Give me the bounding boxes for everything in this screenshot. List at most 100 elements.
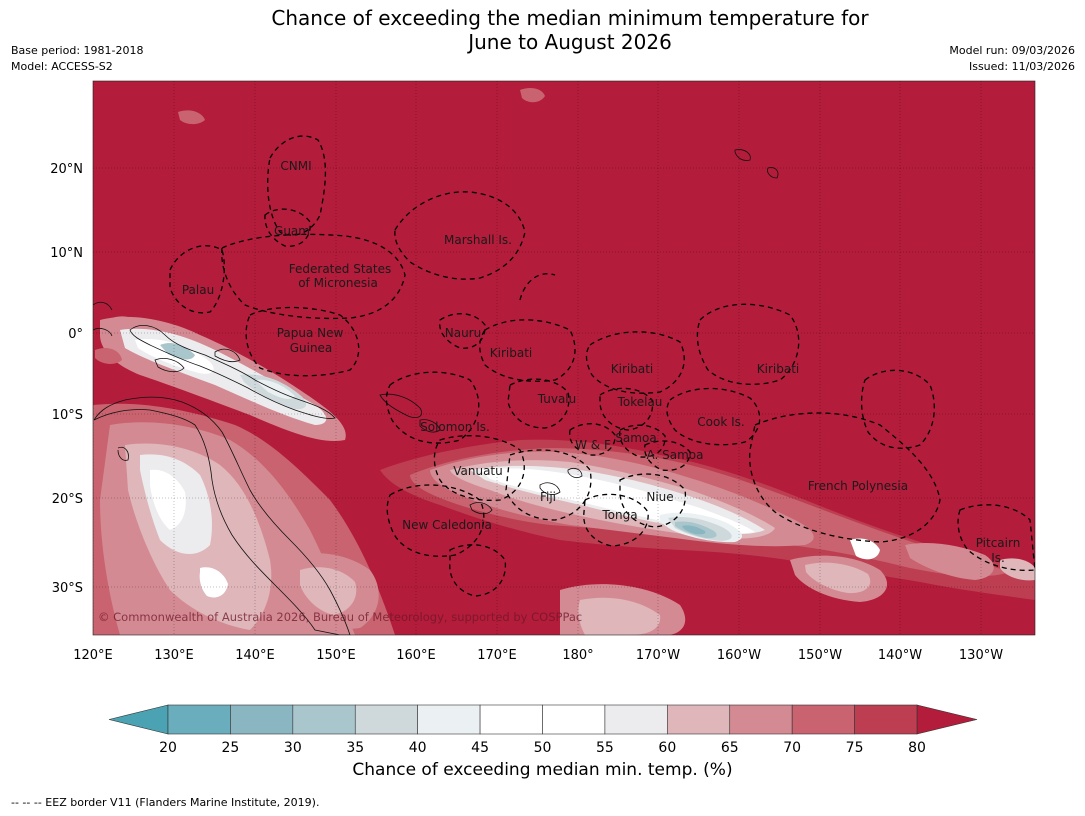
colorbar-segment — [479, 704, 543, 735]
coastlines — [93, 149, 779, 635]
region-label: Guam — [274, 224, 310, 238]
region-label: Is. — [991, 551, 1005, 565]
region-label: Vanuatu — [453, 464, 503, 478]
title-line-1: Chance of exceeding the median minimum t… — [271, 6, 869, 30]
region-label: Kiribati — [490, 346, 532, 360]
coastline — [419, 419, 441, 433]
region-label: Fiji — [540, 490, 556, 504]
colorbar-tick-label: 35 — [346, 740, 364, 756]
lon-tick-label: 130°W — [959, 648, 1003, 663]
lon-tick-label: 160°W — [717, 648, 761, 663]
coastline — [117, 446, 129, 461]
eez-border — [245, 306, 360, 377]
region-label: Tonga — [601, 508, 637, 522]
lat-tick-label: 20°S — [52, 492, 83, 507]
contour-region — [112, 316, 138, 328]
lon-tick-label: 120°E — [73, 648, 113, 663]
graticule — [93, 81, 1035, 635]
region-label: Kiribati — [757, 362, 799, 376]
probability-contours — [93, 88, 1035, 635]
colorbar-under-arrow — [108, 704, 169, 735]
eez-border — [585, 331, 685, 394]
lon-tick-label: 150°W — [798, 648, 842, 663]
region-label: Solomon Is. — [420, 420, 490, 434]
issued-date: Issued: 11/03/2026 — [968, 60, 1075, 73]
contour-region — [578, 597, 661, 635]
lon-tick-label: 140°W — [878, 648, 922, 663]
lat-tick-label: 10°S — [52, 408, 83, 423]
colorbar: 20 25 30 35 40 45 50 55 60 65 70 75 80 — [108, 704, 978, 756]
contour-region — [850, 538, 880, 560]
contour-region — [160, 343, 195, 360]
colorbar-segment — [667, 704, 731, 735]
colorbar-tick-label: 45 — [471, 740, 489, 756]
lon-tick-label: 160°E — [396, 648, 436, 663]
colorbar-segment — [354, 704, 418, 735]
copyright-notice: © Commonwealth of Australia 2026, Bureau… — [98, 610, 582, 624]
colorbar-tick-label: 55 — [596, 740, 614, 756]
eez-border — [644, 440, 691, 471]
colorbar-over-arrow — [916, 704, 978, 735]
contour-region — [805, 562, 871, 594]
colorbar-tick-label: 65 — [721, 740, 739, 756]
region-label: of Micronesia — [298, 276, 378, 290]
region-label: A. Samoa — [647, 448, 704, 462]
model-run: Model run: 09/03/2026 — [949, 44, 1075, 57]
colorbar-tick-label: 80 — [908, 740, 926, 756]
lon-tick-label: 140°E — [235, 648, 275, 663]
colorbar-tick-label: 75 — [846, 740, 864, 756]
coastline — [734, 149, 751, 161]
eez-border — [385, 371, 480, 444]
contour-region — [520, 88, 545, 103]
colorbar-segment — [854, 704, 918, 735]
eez-border — [619, 424, 666, 458]
region-label: Pitcairn — [976, 536, 1021, 550]
region-label: Federated States — [289, 262, 391, 276]
lat-tick-label: 0° — [68, 327, 83, 342]
eez-border — [957, 504, 1035, 571]
meta-left: Base period: 1981-2018 Model: ACCESS-S2 — [11, 43, 143, 75]
region-label: Tuvalu — [537, 392, 577, 406]
eez-legend-note: -- -- -- EEZ border V11 (Flanders Marine… — [11, 796, 320, 809]
coastline — [214, 348, 241, 363]
meta-right: Model run: 09/03/2026 Issued: 11/03/2026 — [949, 43, 1075, 75]
coastline — [567, 468, 583, 479]
region-label: Niue — [646, 490, 673, 504]
region-label: Guinea — [290, 341, 333, 355]
eez-border — [599, 387, 654, 431]
region-label: Nauru — [445, 326, 481, 340]
contour-region — [178, 110, 205, 125]
lat-tick-label: 10°N — [50, 246, 83, 261]
coastline — [154, 358, 185, 373]
colorbar-segment — [417, 704, 481, 735]
contour-region — [199, 567, 228, 598]
eez-border — [433, 435, 525, 501]
lon-tick-label: 170°W — [636, 648, 680, 663]
eez-borders — [169, 135, 1035, 597]
colorbar-segment — [167, 704, 231, 735]
region-label: New Caledonia — [402, 518, 492, 532]
coastline — [93, 301, 113, 311]
eez-border — [519, 273, 556, 301]
region-label: CNMI — [280, 159, 311, 173]
region-label: Marshall Is. — [444, 233, 512, 247]
title-line-2: June to August 2026 — [468, 30, 672, 54]
eez-border — [221, 233, 406, 320]
colorbar-segment — [604, 704, 668, 735]
coastline — [93, 396, 351, 635]
colorbar-tick-label: 60 — [658, 740, 676, 756]
eez-border — [860, 369, 935, 449]
colorbar-segment — [791, 704, 855, 735]
eez-border — [479, 319, 576, 382]
eez-border — [264, 208, 311, 247]
region-label: French Polynesia — [808, 479, 908, 493]
lon-tick-label: 130°E — [154, 648, 194, 663]
colorbar-tick-label: 25 — [222, 740, 240, 756]
eez-border — [619, 473, 687, 528]
eez-border — [583, 493, 649, 547]
region-label: Tokelau — [617, 395, 663, 409]
eez-border — [439, 313, 486, 349]
eez-border — [169, 245, 225, 314]
